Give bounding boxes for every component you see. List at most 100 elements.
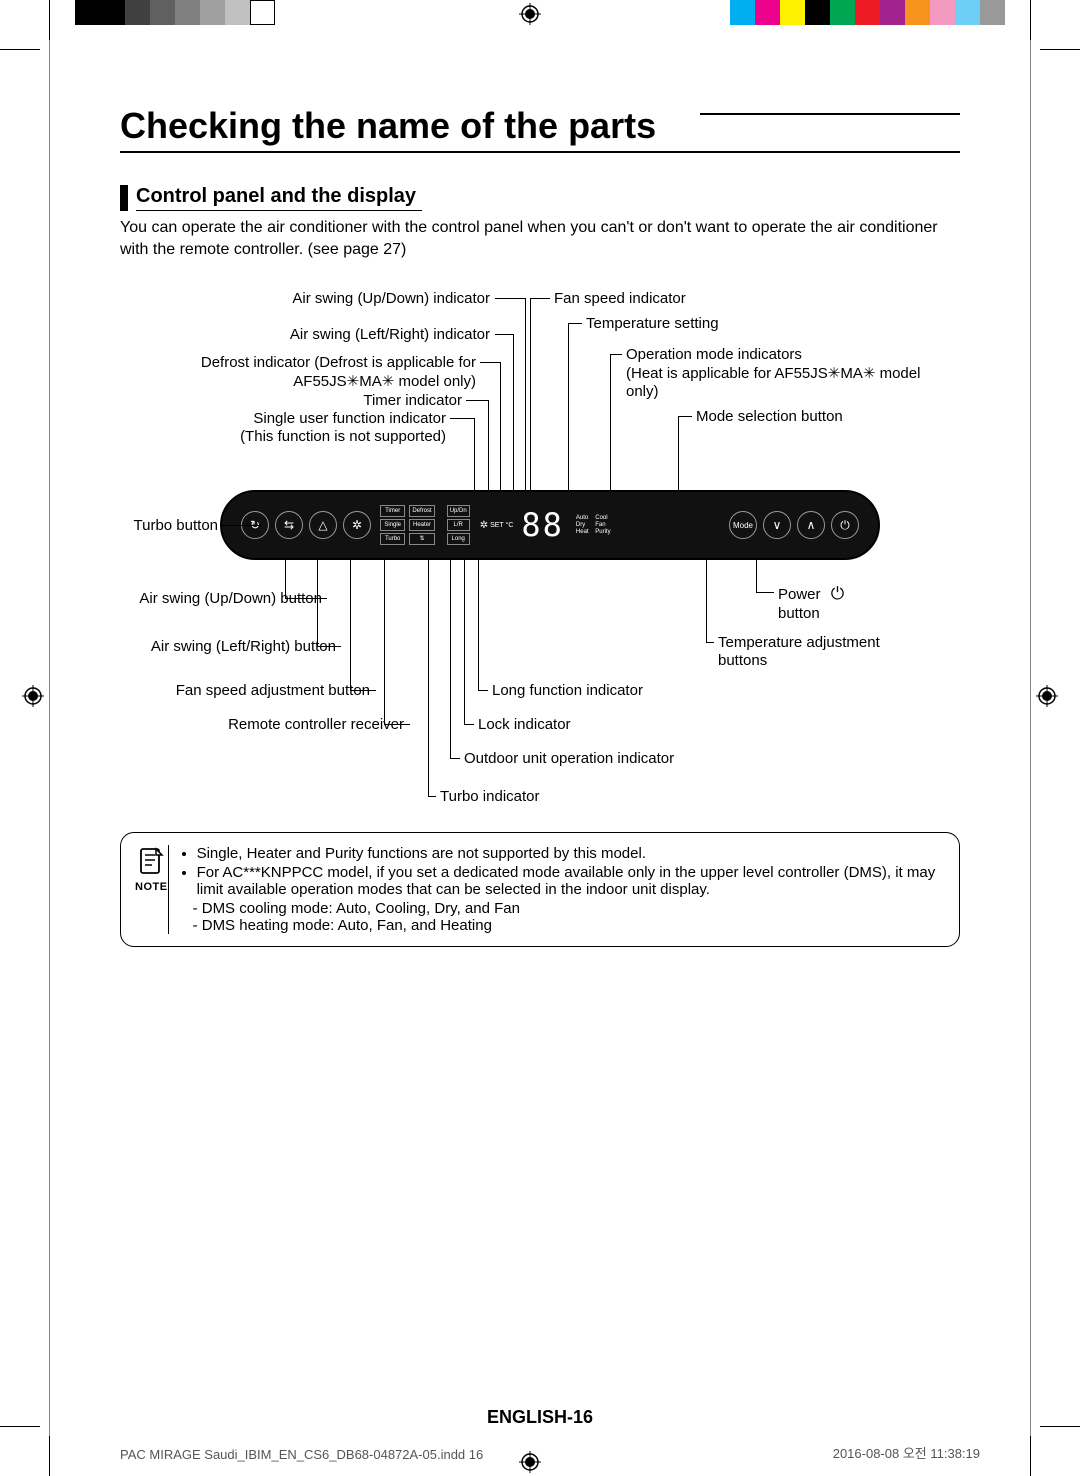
crop-mark bbox=[0, 49, 40, 50]
fanspeed-panel-button[interactable]: ✲ bbox=[343, 511, 371, 539]
airswing-lr-panel-button[interactable]: △ bbox=[309, 511, 337, 539]
intro-text: You can operate the air conditioner with… bbox=[120, 217, 960, 260]
callout-line: Power bbox=[778, 586, 821, 603]
lead bbox=[285, 560, 286, 598]
color-square bbox=[75, 0, 100, 25]
lead bbox=[478, 690, 488, 691]
lead bbox=[450, 560, 451, 758]
note-dash-item: - DMS heating mode: Auto, Fan, and Heati… bbox=[181, 917, 941, 934]
panel-tag-labels: Timer Defrost Single Heater Turbo ⇅ bbox=[380, 505, 435, 545]
temperature-digits: 88 bbox=[521, 506, 564, 544]
note-body: Single, Heater and Purity functions are … bbox=[181, 845, 941, 934]
tag-label: Up/Dn bbox=[447, 505, 470, 517]
callout-operation-modes: Operation mode indicators (Heat is appli… bbox=[626, 346, 920, 400]
crop-mark bbox=[1030, 0, 1031, 40]
lead bbox=[568, 323, 582, 324]
panel-mode-grid: Auto Cool Dry Fan Heat Purity bbox=[576, 515, 611, 535]
note-item: Single, Heater and Purity functions are … bbox=[197, 845, 941, 862]
registration-mark-left bbox=[22, 685, 44, 707]
tag-label: Defrost bbox=[409, 505, 434, 517]
note-icon bbox=[138, 847, 164, 877]
lead bbox=[428, 796, 436, 797]
callout-single-user-indicator: Single user function indicator (This fun… bbox=[240, 410, 446, 445]
callout-line: Operation mode indicators bbox=[626, 346, 802, 363]
registration-mark-bottom bbox=[519, 1451, 541, 1473]
color-square bbox=[980, 0, 1005, 25]
lead bbox=[466, 400, 488, 401]
callout-airswing-ud-indicator: Air swing (Up/Down) indicator bbox=[292, 290, 490, 307]
callout-turbo-button: Turbo button bbox=[134, 517, 219, 534]
callout-line: Temperature adjustment bbox=[718, 634, 880, 651]
colorbar-right bbox=[730, 0, 1005, 25]
lead bbox=[500, 362, 501, 490]
page-footer: ENGLISH-16 bbox=[0, 1407, 1080, 1428]
power-panel-button[interactable]: ⏻ bbox=[831, 511, 859, 539]
lead bbox=[495, 334, 513, 335]
callout-defrost-indicator: Defrost indicator (Defrost is applicable… bbox=[201, 354, 476, 390]
lead bbox=[450, 418, 474, 419]
color-square bbox=[880, 0, 905, 25]
airswing-ud-panel-button[interactable]: ⇆ bbox=[275, 511, 303, 539]
lead bbox=[610, 354, 611, 490]
tag-label: Turbo bbox=[380, 533, 405, 545]
lead bbox=[513, 334, 514, 490]
imprint-right: 2016-08-08 오전 11:38:19 bbox=[833, 1443, 980, 1462]
section-heading: Control panel and the display bbox=[120, 185, 960, 211]
temp-up-panel-button[interactable]: ∧ bbox=[797, 511, 825, 539]
note-box: NOTE Single, Heater and Purity functions… bbox=[120, 832, 960, 947]
crop-mark bbox=[1030, 1436, 1031, 1476]
lead bbox=[478, 560, 479, 690]
control-panel-diagram: ↻ ⇆ △ ✲ Timer Defrost Single Heater Turb… bbox=[120, 290, 960, 810]
color-square bbox=[955, 0, 980, 25]
lead bbox=[568, 323, 569, 490]
fan-speed-icon: ✲ bbox=[480, 520, 488, 531]
color-square bbox=[755, 0, 780, 25]
callout-remote-receiver: Remote controller receiver bbox=[228, 716, 404, 733]
note-dash-item: - DMS cooling mode: Auto, Cooling, Dry, … bbox=[181, 900, 941, 917]
lead bbox=[350, 690, 376, 691]
crop-mark bbox=[49, 1436, 50, 1476]
registration-mark-top bbox=[519, 3, 541, 25]
lead bbox=[610, 354, 622, 355]
registration-mark-right bbox=[1036, 685, 1058, 707]
temp-down-panel-button[interactable]: ∨ bbox=[763, 511, 791, 539]
callout-lock-indicator: Lock indicator bbox=[478, 716, 571, 733]
crop-mark bbox=[49, 0, 50, 40]
lead bbox=[222, 525, 262, 526]
lead bbox=[530, 298, 550, 299]
lead bbox=[756, 592, 774, 593]
color-square bbox=[150, 0, 175, 25]
mode-panel-button[interactable]: Mode bbox=[729, 511, 757, 539]
color-square bbox=[730, 0, 755, 25]
lead bbox=[285, 598, 327, 599]
mode-label: Dry bbox=[576, 522, 591, 528]
colorbar-left bbox=[75, 0, 275, 25]
mode-label: Purity bbox=[595, 529, 610, 535]
section-title: Control panel and the display bbox=[136, 185, 422, 211]
callout-line: (Heat is applicable for AF55JS✳MA✳ model bbox=[626, 364, 920, 382]
callout-temperature-setting: Temperature setting bbox=[586, 315, 719, 332]
title-rule-extension bbox=[700, 113, 960, 115]
lead bbox=[464, 724, 474, 725]
panel-mid-labels: Up/Dn L/R Long bbox=[447, 505, 470, 545]
imprint-left: PAC MIRAGE Saudi_IBIM_EN_CS6_DB68-04872A… bbox=[120, 1447, 483, 1462]
mode-label: Auto bbox=[576, 515, 591, 521]
color-square bbox=[780, 0, 805, 25]
callout-line: Single user function indicator bbox=[253, 410, 446, 427]
note-item: For AC***KNPPCC model, if you set a dedi… bbox=[197, 864, 941, 898]
mode-label: Cool bbox=[595, 515, 610, 521]
callout-line: button bbox=[778, 605, 844, 622]
mode-label: Fan bbox=[595, 522, 610, 528]
callout-line: buttons bbox=[718, 652, 880, 669]
lead bbox=[525, 298, 526, 490]
lead bbox=[384, 724, 410, 725]
color-square bbox=[830, 0, 855, 25]
callout-line: (This function is not supported) bbox=[240, 428, 446, 445]
callout-airswing-lr-indicator: Air swing (Left/Right) indicator bbox=[290, 326, 490, 343]
callout-fanspeed-button: Fan speed adjustment button bbox=[176, 682, 370, 699]
lead bbox=[317, 560, 318, 646]
callout-temp-adjust-buttons: Temperature adjustment buttons bbox=[718, 634, 880, 669]
lead bbox=[480, 362, 500, 363]
power-icon: ⏻ bbox=[831, 584, 844, 603]
set-degc-label: SET °C bbox=[490, 522, 513, 529]
